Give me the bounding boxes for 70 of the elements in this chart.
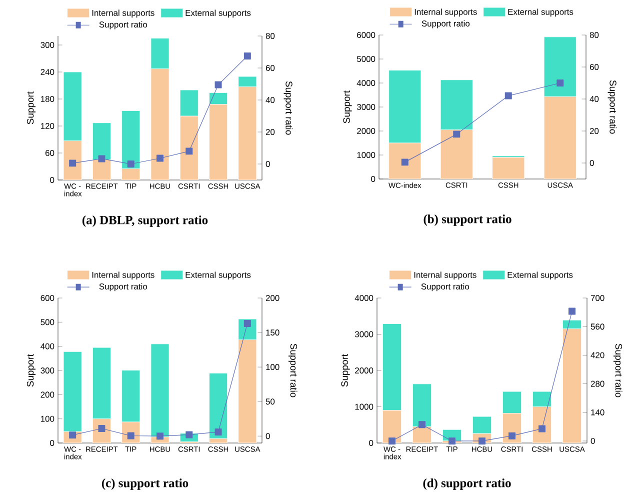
y2-tick-label: 40 [590, 96, 599, 102]
y2-axis-title: Support ratio [284, 81, 293, 135]
y2-tick-label: 80 [266, 33, 275, 39]
y2-tick-label: 140 [591, 409, 604, 416]
y2-tick-label: 0 [266, 433, 270, 440]
y2-tick-label: 200 [266, 295, 280, 301]
y-tick-label: 0 [369, 440, 374, 446]
y-tick-label: 400 [40, 343, 54, 350]
y2-tick-label: 0 [590, 160, 594, 166]
legend-label: Support ratio [99, 283, 148, 292]
y-tick-label: 1000 [355, 404, 374, 410]
y-tick-label: 500 [40, 319, 54, 326]
y2-tick-label: 0 [590, 438, 595, 444]
legend-label: Internal supports [414, 272, 476, 280]
y-tick-label: 600 [40, 295, 54, 301]
y-tick-label: 4000 [356, 80, 376, 86]
y2-tick-label: 100 [266, 364, 280, 370]
text: (a) DBLP, support ratio [82, 216, 208, 227]
legend-label: External supports [508, 272, 573, 280]
text: (b) support ratio [424, 214, 512, 226]
legend-label: External supports [508, 8, 574, 17]
y-tick-label: 1000 [357, 152, 376, 158]
y2-axis-title: Support ratio [608, 80, 617, 134]
y2-tick-label: 420 [590, 352, 604, 358]
y-tick-label: 180 [40, 96, 54, 102]
y2-tick-label: 40 [266, 97, 275, 103]
y-tick-label: 100 [40, 416, 54, 422]
y-tick-label: 60 [46, 150, 54, 156]
legend-label: Internal supports [92, 10, 154, 18]
y-tick-label: 2000 [355, 368, 374, 374]
y-tick-label: 120 [40, 123, 54, 129]
y-axis-title: Support [343, 90, 352, 124]
y2-axis-title: Support ratio [288, 344, 298, 398]
y2-tick-label: 0 [266, 161, 270, 167]
y-tick-label: 2000 [357, 128, 376, 134]
legend-label: Internal supports [414, 8, 477, 17]
y2-tick-label: 150 [266, 330, 280, 336]
y2-tick-label: 60 [266, 65, 275, 71]
y-tick-label: 300 [40, 42, 54, 48]
y-tick-label: 3000 [356, 104, 376, 110]
y2-tick-label: 50 [266, 398, 275, 405]
text: (c) support ratio [102, 478, 188, 490]
legend-label: Support ratio [422, 20, 470, 28]
y2-tick-label: 560 [590, 324, 604, 330]
y-tick-label: 0 [50, 177, 54, 183]
y-tick-label: 300 [40, 368, 54, 374]
y2-tick-label: 60 [590, 64, 599, 70]
y-axis-title: Support [26, 354, 36, 387]
y-tick-label: 0 [371, 176, 376, 182]
y-tick-label: 0 [50, 440, 54, 446]
legend-label: Internal supports [92, 272, 154, 280]
text: (d) support ratio [423, 478, 511, 490]
y2-tick-label: 20 [266, 129, 275, 135]
y2-tick-label: 20 [590, 128, 599, 134]
legend-label: External supports [186, 272, 251, 280]
y-tick-label: 200 [40, 392, 54, 398]
y2-tick-label: 700 [590, 295, 604, 301]
y-tick-label: 4000 [354, 295, 374, 301]
y-tick-label: 3000 [354, 331, 374, 338]
y-tick-label: 6000 [357, 32, 376, 38]
y2-tick-label: 280 [590, 380, 604, 387]
y2-axis-title: Support ratio [613, 344, 622, 398]
y-axis-title: Support [341, 354, 350, 387]
y-tick-label: 240 [40, 69, 54, 75]
y2-tick-label: 80 [590, 32, 599, 38]
legend-label: Support ratio [421, 283, 470, 292]
y-tick-label: 5000 [356, 56, 376, 62]
y-axis-title: Support [26, 91, 36, 124]
legend-label: Support ratio [99, 21, 148, 30]
legend-label: External supports [186, 10, 251, 18]
